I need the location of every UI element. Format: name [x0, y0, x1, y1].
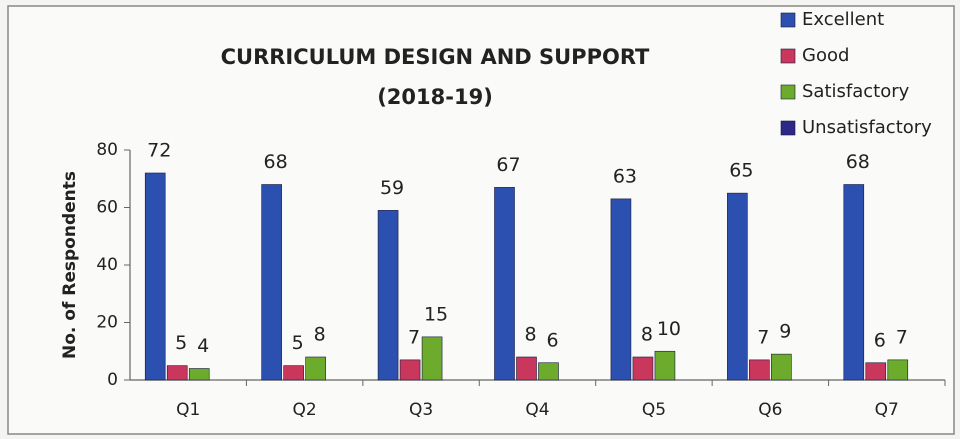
bar: [538, 362, 559, 381]
data-label: 63: [613, 165, 637, 187]
y-axis-label: No. of Respondents: [60, 171, 80, 359]
data-label: 8: [314, 324, 326, 346]
data-label: 5: [292, 332, 304, 354]
data-label: 8: [641, 324, 653, 346]
y-tick-label: 0: [107, 370, 118, 390]
legend-label: Good: [802, 45, 849, 66]
data-label: 10: [657, 318, 681, 340]
data-label: 67: [496, 154, 520, 176]
x-tick-label: Q7: [875, 400, 899, 420]
bar: [749, 359, 770, 381]
data-label: 72: [147, 140, 171, 162]
x-tick-label: Q2: [293, 400, 317, 420]
data-label: 68: [846, 151, 870, 173]
x-tick-label: Q6: [758, 400, 782, 420]
y-tick-label: 20: [96, 313, 118, 333]
bar: [632, 356, 654, 381]
bar: [377, 210, 399, 381]
bar: [654, 350, 676, 381]
data-label: 59: [380, 177, 404, 199]
data-label: 9: [779, 321, 791, 343]
x-tick-label: Q3: [409, 400, 433, 420]
chart-subtitle: (2018-19): [377, 85, 493, 109]
chart-title: CURRICULUM DESIGN AND SUPPORT: [221, 45, 650, 69]
data-label: 65: [729, 160, 753, 182]
bar: [516, 356, 537, 381]
data-label: 5: [175, 332, 187, 354]
bar: [727, 192, 748, 381]
y-tick-label: 80: [96, 140, 118, 160]
legend-label: Excellent: [802, 9, 884, 30]
x-tick-label: Q4: [525, 400, 549, 420]
bar: [610, 198, 632, 381]
data-label: 7: [896, 326, 908, 348]
data-label: 8: [524, 324, 536, 346]
legend-swatch: [780, 12, 796, 28]
chart-frame: [7, 5, 955, 435]
bar: [771, 353, 792, 381]
bar: [421, 336, 443, 381]
bar: [843, 184, 865, 381]
data-label: 15: [424, 303, 448, 325]
bar: [188, 368, 210, 381]
bar: [887, 359, 909, 381]
data-label: 68: [264, 151, 288, 173]
data-label: 7: [757, 326, 769, 348]
bar: [166, 365, 188, 381]
data-label: 7: [408, 326, 420, 348]
data-label: 6: [546, 329, 558, 351]
data-label: 4: [197, 335, 209, 357]
bar: [494, 187, 515, 381]
legend-swatch: [780, 84, 796, 100]
bar: [283, 365, 304, 381]
legend-label: Unsatisfactory: [802, 117, 932, 138]
bar: [305, 356, 326, 381]
bar: [261, 184, 282, 381]
x-tick-label: Q1: [176, 400, 200, 420]
legend-swatch: [780, 48, 796, 64]
bar: [144, 172, 166, 381]
bar: [865, 362, 887, 381]
y-tick-label: 40: [96, 255, 118, 275]
data-label: 6: [874, 329, 886, 351]
bar: [399, 359, 421, 381]
legend-label: Satisfactory: [802, 81, 910, 102]
y-tick-label: 60: [96, 198, 118, 218]
x-tick-label: Q5: [642, 400, 666, 420]
legend-swatch: [780, 120, 796, 136]
